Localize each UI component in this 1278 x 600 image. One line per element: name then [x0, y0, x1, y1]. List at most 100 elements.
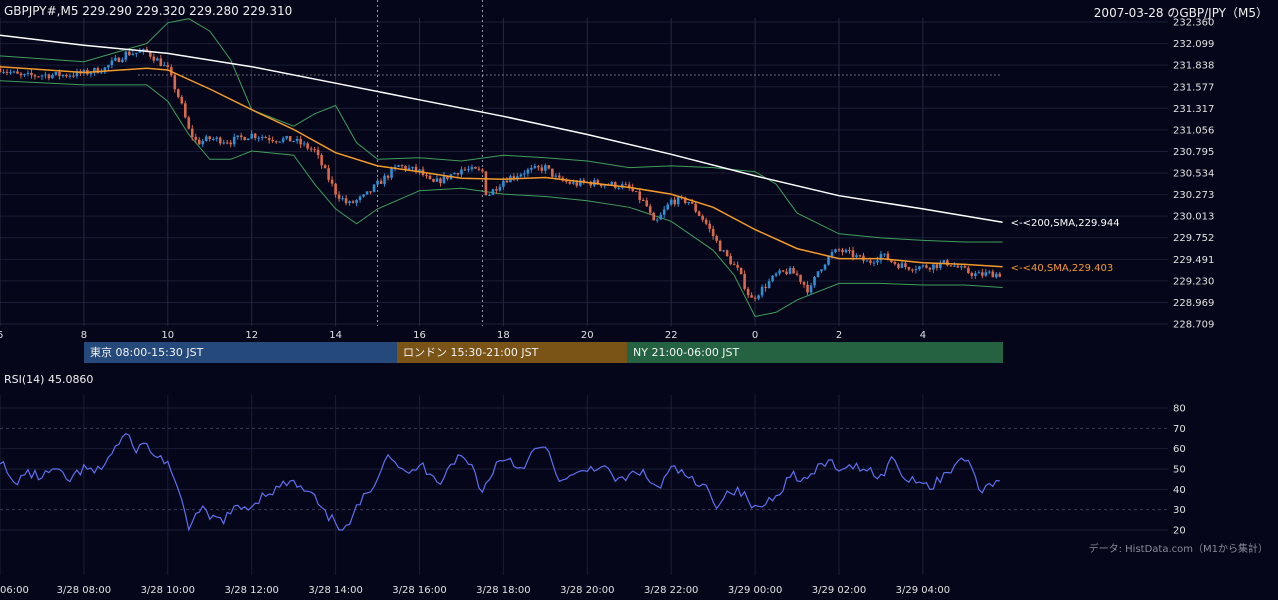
candle-body: [631, 187, 635, 192]
candle-body: [110, 60, 114, 66]
candle-body: [271, 139, 274, 142]
hour-tick-label: 8: [81, 330, 87, 341]
candle-body: [159, 58, 163, 66]
candle-body: [530, 167, 533, 170]
candle-body: [589, 181, 593, 186]
hour-tick-label: 18: [497, 330, 510, 341]
candle-body: [173, 75, 177, 90]
candle-body: [659, 214, 663, 220]
candle-body: [131, 53, 135, 56]
candle-body: [690, 202, 694, 204]
candle-body: [816, 271, 820, 278]
candle-body: [96, 67, 100, 74]
candle-body: [65, 74, 68, 77]
candle-body: [921, 265, 925, 267]
candle-body: [572, 182, 575, 184]
candle-body: [886, 253, 890, 261]
candle-body: [400, 165, 404, 167]
candle-body: [533, 166, 537, 168]
candle-body: [687, 202, 690, 204]
rsi-series-line: [0, 432, 1000, 532]
candle-body: [100, 72, 103, 74]
rsi-line: [0, 432, 1000, 532]
candle-body: [610, 182, 614, 185]
candle-body: [187, 117, 191, 129]
candle-body: [876, 260, 879, 263]
candle-body: [197, 139, 201, 145]
candle-body: [411, 166, 414, 168]
candle-body: [44, 74, 47, 76]
candle-body: [0, 68, 2, 73]
candle-body: [414, 166, 418, 172]
candle-body: [827, 256, 830, 265]
candle-body: [935, 264, 939, 268]
candle-body: [918, 266, 921, 270]
candle-body: [225, 142, 229, 144]
price-tick-label: 230.795: [1173, 147, 1214, 158]
candle-body: [138, 51, 142, 53]
candle-body: [638, 191, 642, 201]
candle-body: [446, 175, 449, 179]
hour-axis-ticks: 6 8 10 12 14 16 18 20 22 0 2 4: [0, 330, 926, 341]
time-tick-label: 3/28 08:00: [57, 585, 111, 596]
candle-body: [369, 191, 372, 193]
candle-body: [121, 59, 124, 63]
candle-body: [309, 148, 313, 150]
candle-body: [893, 261, 897, 265]
time-tick-label: 3/28 16:00: [392, 585, 446, 596]
candle-body: [897, 264, 900, 268]
candle-body: [848, 249, 851, 251]
candle-body: [537, 166, 540, 168]
candle-body: [788, 267, 792, 275]
candle-body: [82, 70, 86, 74]
candle-body: [5, 71, 9, 73]
candle-body: [316, 149, 320, 156]
candle-body: [439, 178, 442, 184]
candle-body: [211, 138, 215, 140]
candle-body: [662, 209, 666, 215]
candle-body: [180, 96, 184, 104]
candle-body: [194, 136, 198, 140]
candle-body: [474, 167, 477, 169]
candle-body: [30, 72, 33, 76]
price-tick-label: 231.838: [1173, 61, 1214, 72]
candle-body: [12, 71, 16, 73]
price-tick-label: 230.013: [1173, 212, 1214, 223]
candle-body: [802, 281, 806, 285]
candle-body: [764, 286, 767, 289]
candle-body: [974, 273, 977, 276]
price-tick-label: 231.577: [1173, 82, 1214, 93]
hour-tick-label: 16: [413, 330, 426, 341]
candle-body: [669, 199, 673, 205]
candle-body: [201, 140, 205, 145]
candle-body: [128, 51, 131, 56]
time-axis-ticks: 06:00 3/28 08:00 3/28 10:00 3/28 12:00 3/28 …: [0, 585, 950, 596]
candle-body: [215, 137, 219, 139]
candle-body: [603, 184, 607, 187]
candle-body: [47, 74, 51, 79]
candle-body: [806, 284, 809, 293]
candle-body: [236, 135, 240, 137]
candle-body: [288, 136, 292, 142]
candle-body: [579, 180, 582, 186]
candle-body: [673, 199, 676, 205]
candle-body: [495, 189, 498, 191]
candle-body: [505, 180, 509, 183]
price-tick-label: 229.230: [1173, 276, 1214, 287]
candle-body: [264, 137, 267, 139]
candle-body: [750, 295, 753, 298]
candle-body: [425, 175, 428, 177]
candle-body: [232, 136, 236, 145]
time-tick-label: 3/28 20:00: [560, 585, 614, 596]
candle-body: [575, 182, 579, 186]
time-tick-label: 3/28 10:00: [141, 585, 195, 596]
candle-body: [456, 173, 460, 175]
rsi-tick-label: 80: [1173, 404, 1186, 415]
candle-body: [715, 236, 718, 241]
candle-body: [246, 138, 250, 141]
candle-body: [872, 262, 876, 264]
price-grid: [0, 0, 1168, 575]
candle-body: [470, 167, 474, 170]
candle-body: [760, 286, 764, 296]
